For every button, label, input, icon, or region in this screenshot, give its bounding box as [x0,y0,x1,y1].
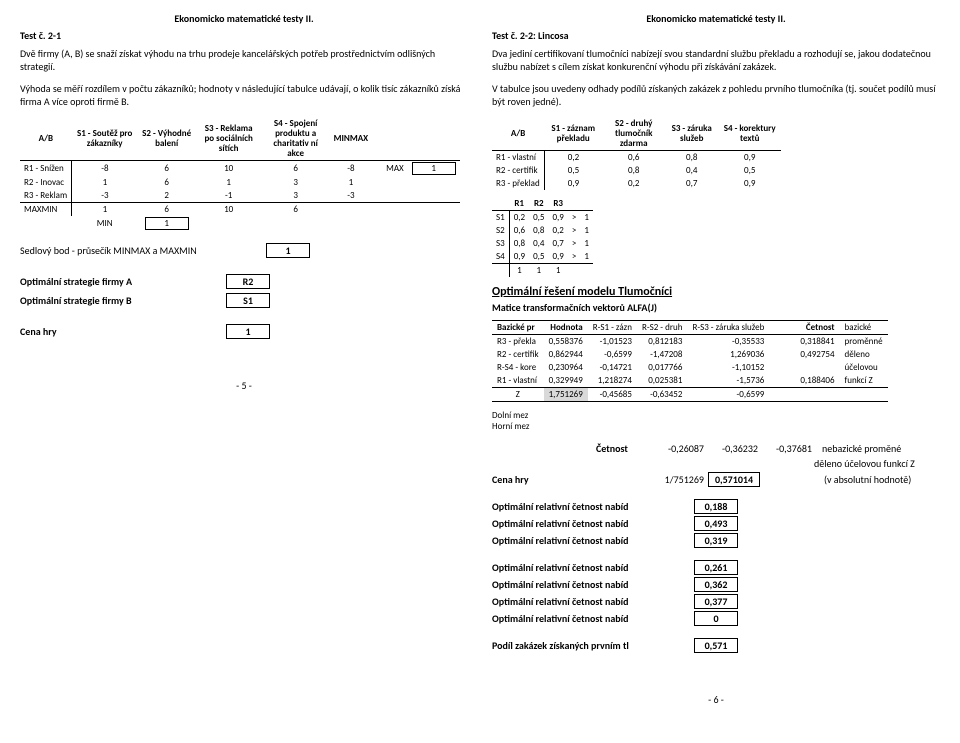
optA-label: Optimální strategie firmy A [20,275,220,288]
opt-heading: Optimální řešení modelu Tlumočníci [492,285,940,299]
doc-title-right: Ekonomicko matematické testy II. [492,12,940,25]
right-para-1: Dva jediní certifikovaní tlumočníci nabí… [492,48,940,73]
podil-value: 0,571 [694,638,738,653]
table-row: R2 - certifik0,50,80,40,5 [492,164,781,177]
table-row: MIN 1 [20,216,460,231]
podil-label: Podíl zakázek získaných prvním tl [492,639,690,652]
table-row: S10,20,50,9>1 [492,210,593,224]
page-footer-right: - 6 - [492,693,940,706]
optB-label: Optimální strategie firmy B [20,294,220,307]
sedlovy-label: Sedlový bod - průsečík MINMAX a MAXMIN [20,244,260,257]
table-row: R2 - Inovac 1 6 1 3 1 [20,176,460,189]
left-test-title: Test č. 2-1 [20,29,468,42]
doc-title-left: Ekonomicko matematické testy II. [20,12,468,25]
left-para-2: Výhoda se měří rozdílem v počtu zákazník… [20,83,468,108]
table-row: R-S4 - kore0,230964-0,147210,017766-1,10… [492,361,888,374]
r-table: R1 R2 R3 S10,20,50,9>1 S20,60,80,2>1 S30… [492,198,593,277]
optB-value: S1 [226,293,270,308]
right-para-2: V tabulce jsou uvedeny odhady podílů zís… [492,83,940,108]
sedlovy-value: 1 [266,243,310,258]
opt-subheading: Matice transformačních vektorů ALFA(J) [492,301,940,314]
table-row: R2 - certifik0,862944-0,6599-1,472081,26… [492,348,888,361]
cena-label-right: Cena hry [492,473,592,486]
horni-mez: Horní mez [492,421,940,432]
payoff-corner: A/B [20,118,72,160]
table-row: S20,60,80,2>1 [492,224,593,237]
table-row: R3 - překla0,558376-1,015230,812183-0,35… [492,334,888,348]
table-row: 111 [492,263,593,277]
dolni-mez: Dolní mez [492,410,940,421]
cena-value-right: 0,571014 [708,472,760,487]
table-row: Z 1,751269 -0,45685 -0,63452 -0,6599 [492,387,888,401]
optA-value: R2 [226,274,270,289]
left-para-1: Dvě firmy (A, B) se snaží získat výhodu … [20,48,468,73]
cetnost-label: Četnost [596,442,650,455]
left-page: Ekonomicko matematické testy II. Test č.… [20,12,468,706]
page-footer-left: - 5 - [20,379,468,392]
alfa-table: Bazické pr Hodnota R-S1 - zázn R-S2 - dr… [492,320,888,402]
right-page: Ekonomicko matematické testy II. Test č.… [492,12,940,706]
table-row: R1 - vlastní0,20,60,80,9 [492,150,781,164]
table-row: R3 - Reklam -3 2 -1 3 -3 [20,189,460,203]
cena-label-left: Cena hry [20,325,220,338]
cena-value-left: 1 [226,324,270,339]
table-row: S40,90,50,9>1 [492,250,593,264]
table-row: R1 - Snížen -8 6 10 6 -8 MAX 1 [20,160,460,176]
table-row: MAXMIN 1 6 10 6 [20,202,460,216]
table-row: S30,80,40,7>1 [492,237,593,250]
table-row: R3 - překlad0,90,20,70,9 [492,177,781,190]
table-row: R1 - vlastní0,3299491,2182740,025381-1,5… [492,374,888,388]
right-test-title: Test č. 2-2: Lincosa [492,29,940,42]
payoff-table: A/B S1 - Soutěž pro zákazníky S2 - Výhod… [20,118,460,231]
share-table: A/B S1 - záznam překladu S2 - druhý tlum… [492,118,781,190]
